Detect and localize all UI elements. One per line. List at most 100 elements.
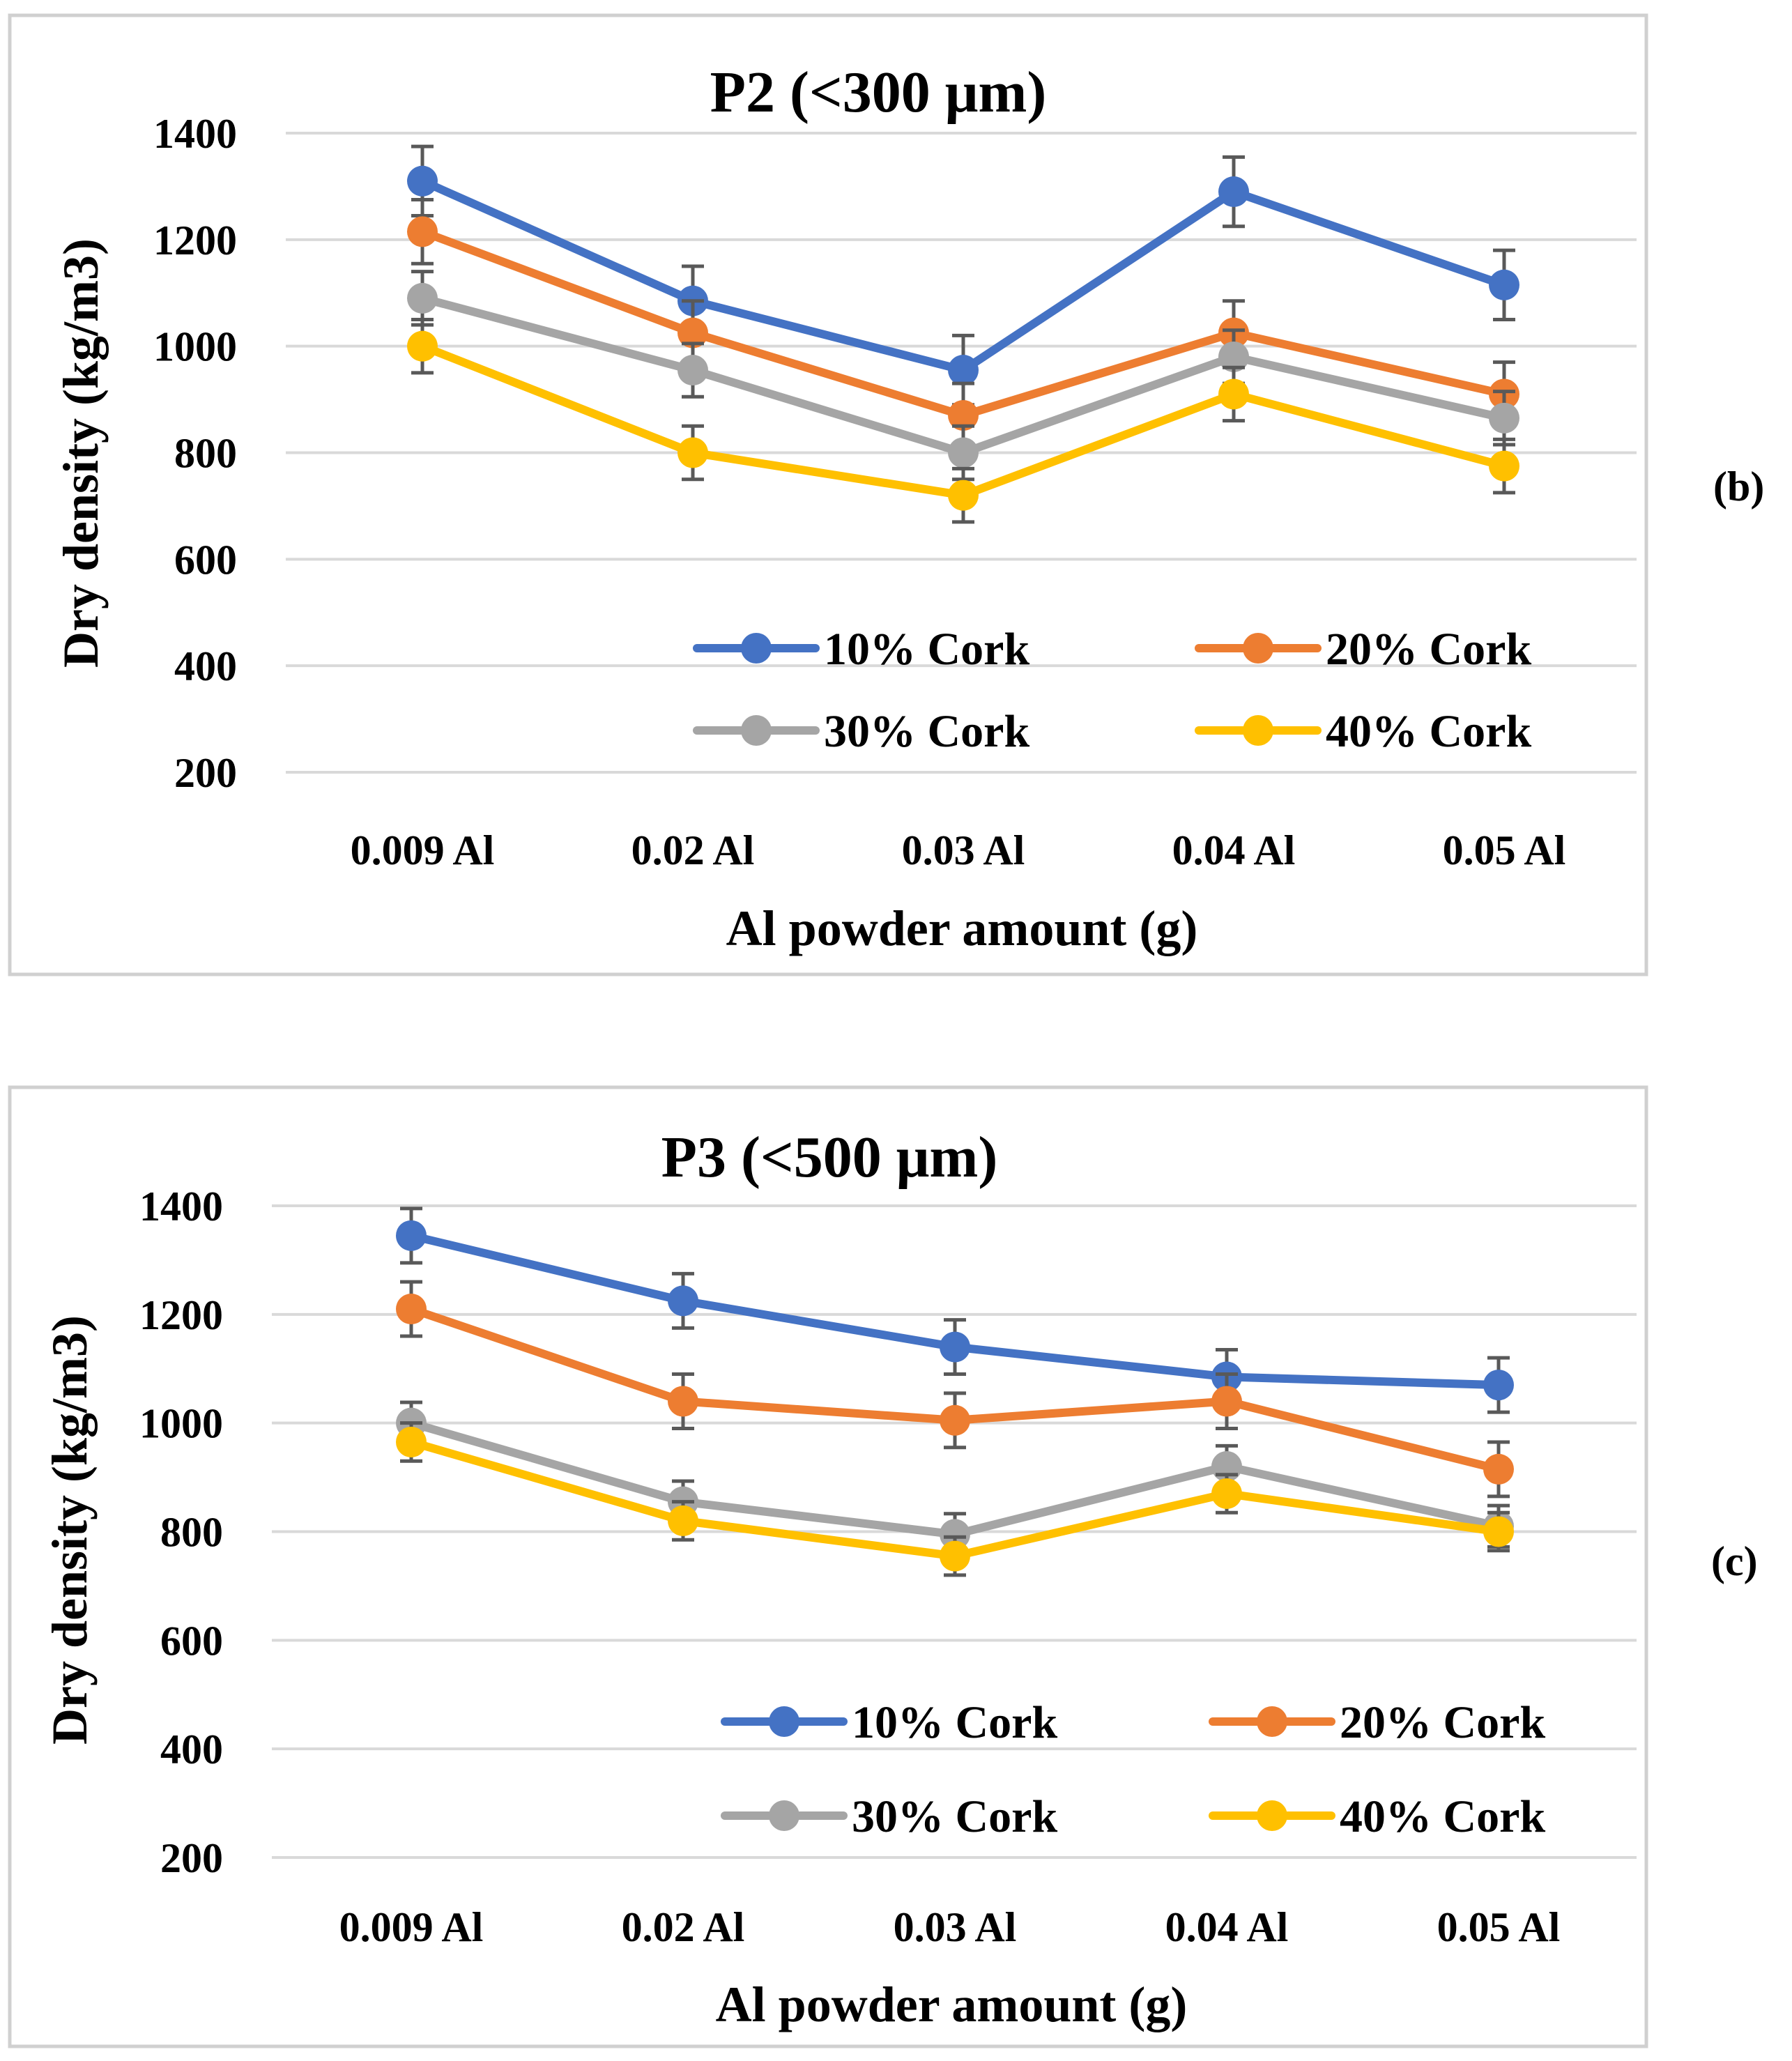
chart-panel-c: P3 (<500 μm) 200 400 600 800 1000 1200 1400 Dr…	[8, 1085, 1758, 2048]
y-axis-title: Dry density (kg/m3)	[53, 238, 109, 668]
y-tick-labels: 200 400 600 800 1000 1200 1400	[153, 111, 237, 796]
x-axis-title: Al powder amount (g)	[726, 901, 1198, 956]
legend-label: 30% Cork	[824, 706, 1029, 757]
chart-title: P3 (<500 μm)	[661, 1125, 998, 1190]
data-point	[1218, 341, 1249, 372]
data-point	[396, 1220, 427, 1251]
legend-label: 20% Cork	[1326, 624, 1531, 675]
legend-label: 20% Cork	[1340, 1697, 1545, 1748]
x-axis-title: Al powder amount (g)	[716, 1977, 1188, 2032]
panel-frame	[8, 1085, 1648, 2048]
data-point	[1483, 1370, 1514, 1401]
chart-title: P2 (<300 μm)	[710, 60, 1047, 125]
series-layer	[407, 144, 1519, 524]
x-tick-label: 0.03 Al	[894, 1904, 1017, 1950]
data-point	[1489, 269, 1519, 300]
x-tick-label: 0.02 Al	[631, 827, 755, 873]
y-axis-title: Dry density (kg/m3)	[42, 1315, 98, 1745]
grid-layer	[286, 132, 1637, 774]
x-tick-label: 0.02 Al	[622, 1904, 745, 1950]
legend-swatch-marker	[741, 715, 772, 746]
data-point	[1211, 1478, 1242, 1509]
legend-item: 30% Cork	[721, 1791, 1057, 1842]
series-40-cork	[407, 317, 1519, 524]
series-10-cork	[396, 1206, 1514, 1414]
data-point	[940, 1404, 970, 1436]
y-tick-labels: 200 400 600 800 1000 1200 1400	[139, 1183, 223, 1881]
y-tick-label: 600	[174, 537, 237, 583]
x-tick-label: 0.009 Al	[339, 1904, 484, 1950]
data-point	[1483, 1516, 1514, 1547]
y-tick-label: 600	[160, 1618, 223, 1664]
data-point	[940, 1331, 970, 1363]
y-tick-label: 800	[174, 431, 237, 477]
y-tick-label: 400	[160, 1726, 223, 1772]
data-point	[948, 355, 979, 386]
y-tick-label: 1000	[153, 324, 237, 370]
y-tick-label: 200	[160, 1835, 223, 1881]
chart-panel-b: P2 (<300 μm) 200 400 600 800 1000 1200 1400 Dr…	[8, 13, 1764, 976]
x-tick-label: 0.009 Al	[351, 827, 495, 873]
x-tick-label: 0.04 Al	[1172, 827, 1296, 873]
legend: 10% Cork 20% Cork 30% Cork 40% Cork	[693, 624, 1531, 757]
legend-label: 40% Cork	[1340, 1791, 1545, 1842]
data-point	[1211, 1386, 1242, 1417]
legend-swatch-marker	[769, 1706, 799, 1737]
series-20-cork	[396, 1280, 1514, 1499]
legend-item: 10% Cork	[721, 1697, 1057, 1748]
data-point	[677, 355, 708, 386]
legend-swatch-marker	[769, 1800, 799, 1831]
panel-frame	[8, 13, 1648, 976]
legend-label: 10% Cork	[852, 1697, 1057, 1748]
y-tick-label: 800	[160, 1510, 223, 1556]
y-tick-label: 200	[174, 750, 237, 796]
x-tick-label: 0.05 Al	[1437, 1904, 1561, 1950]
legend-item: 20% Cork	[1209, 1697, 1545, 1748]
panel-tag: (c)	[1711, 1538, 1758, 1584]
y-tick-label: 1200	[139, 1292, 223, 1338]
grid-layer	[272, 1204, 1637, 1859]
data-point	[677, 317, 708, 348]
data-point	[668, 1285, 698, 1317]
data-point	[407, 330, 438, 362]
series-30-cork	[407, 270, 1519, 482]
legend-label: 10% Cork	[824, 624, 1029, 675]
x-tick-label: 0.04 Al	[1165, 1904, 1289, 1950]
x-tick-label: 0.03 Al	[902, 827, 1025, 873]
y-tick-label: 1000	[139, 1401, 223, 1447]
legend-item: 10% Cork	[693, 624, 1029, 675]
y-tick-label: 1400	[153, 111, 237, 157]
data-point	[1483, 1453, 1514, 1485]
legend-item: 30% Cork	[693, 706, 1029, 757]
legend: 10% Cork 20% Cork 30% Cork 40% Cork	[721, 1697, 1545, 1842]
data-point	[407, 282, 438, 314]
legend-item: 20% Cork	[1195, 624, 1531, 675]
data-point	[1489, 402, 1519, 434]
y-tick-label: 1200	[153, 217, 237, 263]
series-40-cork	[396, 1421, 1514, 1577]
data-point	[948, 480, 979, 511]
legend-swatch-marker	[741, 633, 772, 664]
data-point	[677, 437, 708, 468]
legend-label: 30% Cork	[852, 1791, 1057, 1842]
y-tick-label: 400	[174, 643, 237, 689]
data-point	[940, 1540, 970, 1572]
data-point	[668, 1386, 698, 1417]
data-point	[1218, 176, 1249, 208]
data-point	[396, 1426, 427, 1457]
series-layer	[396, 1206, 1514, 1577]
data-point	[948, 437, 979, 468]
data-point	[668, 1505, 698, 1536]
legend-label: 40% Cork	[1326, 706, 1531, 757]
x-tick-label: 0.05 Al	[1443, 827, 1566, 873]
series-20-cork	[407, 198, 1519, 450]
data-point	[396, 1294, 427, 1325]
data-point	[948, 400, 979, 431]
data-point	[407, 216, 438, 247]
legend-item: 40% Cork	[1195, 706, 1531, 757]
y-tick-label: 1400	[139, 1183, 223, 1229]
legend-swatch-marker	[1257, 1706, 1287, 1737]
data-point	[1489, 450, 1519, 482]
x-tick-labels: 0.009 Al 0.02 Al 0.03 Al 0.04 Al 0.05 Al	[351, 827, 1566, 873]
legend-swatch-marker	[1257, 1800, 1287, 1831]
